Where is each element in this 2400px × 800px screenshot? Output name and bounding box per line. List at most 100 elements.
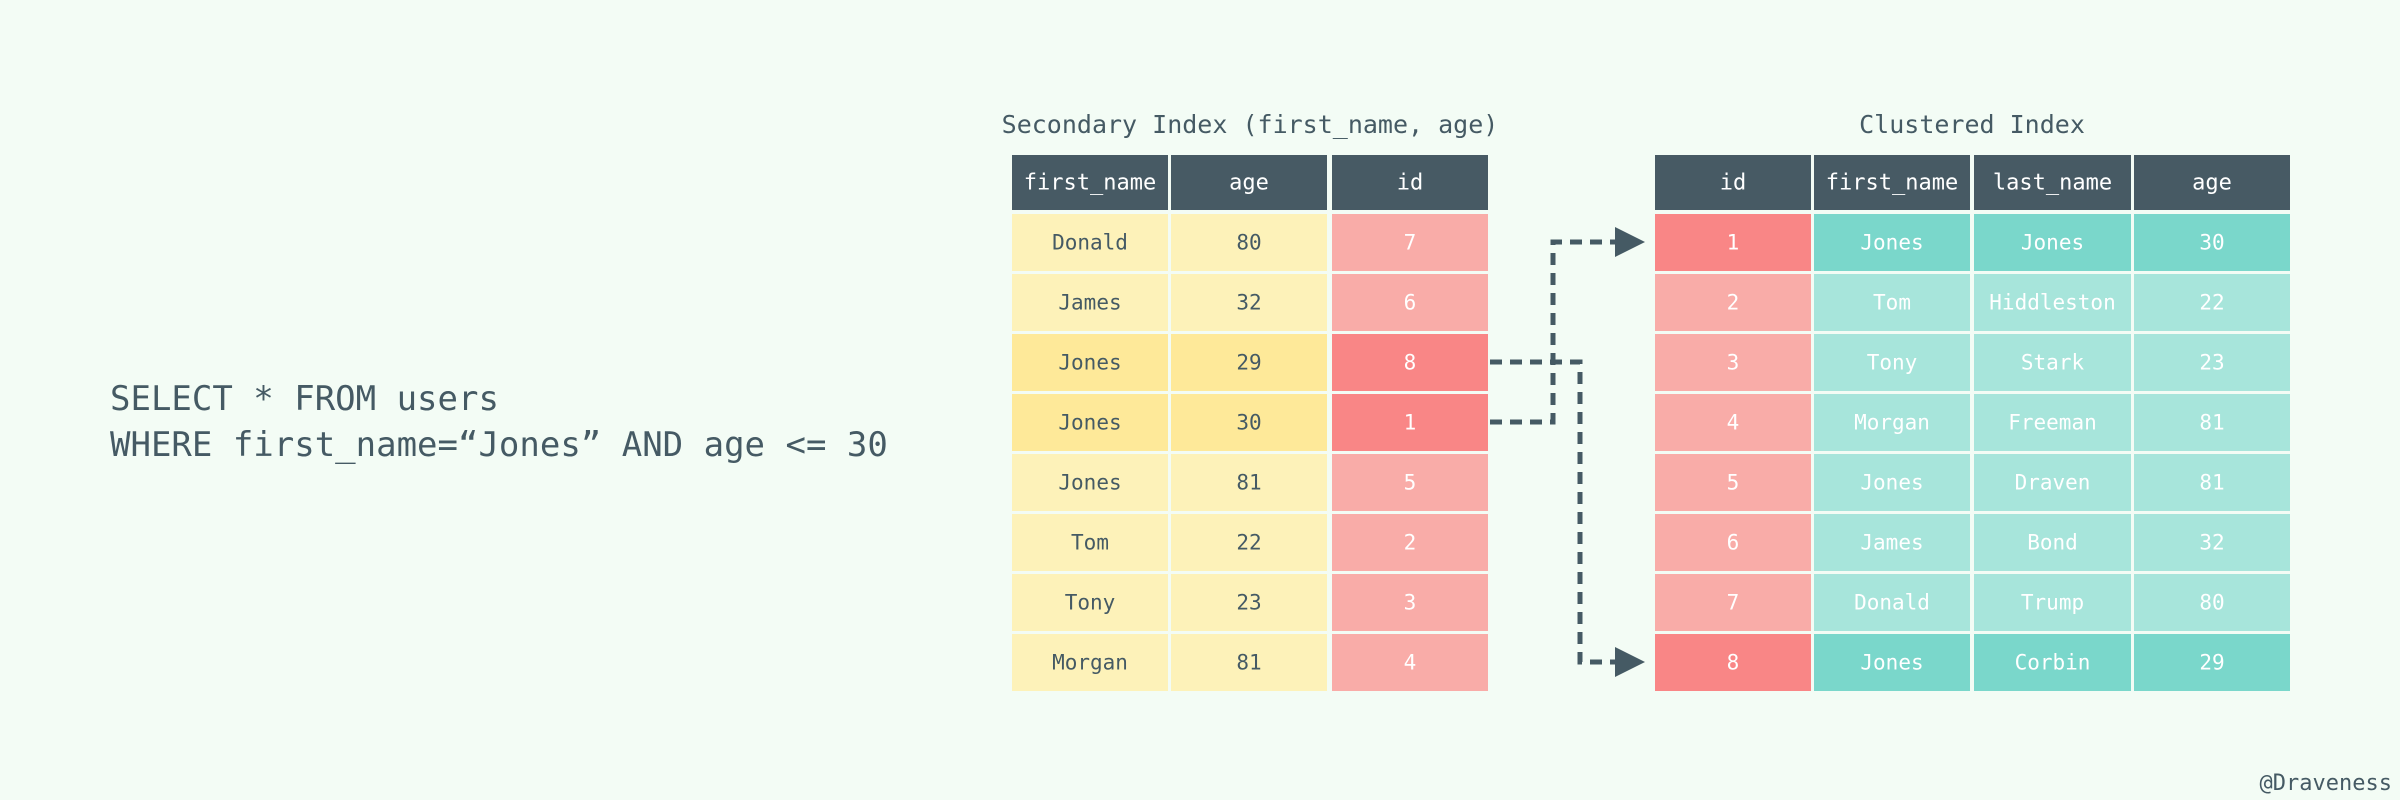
cell (1974, 514, 2131, 571)
cell (1332, 454, 1488, 511)
cell (1332, 214, 1488, 271)
cell (1171, 514, 1327, 571)
watermark: @Draveness (2260, 771, 2392, 796)
cell (2134, 634, 2290, 691)
cell-text: Jones (1860, 471, 1923, 495)
cell-text: Draven (2015, 471, 2091, 495)
cell-text: 81 (1236, 471, 1261, 495)
cell-text: 4 (1727, 411, 1740, 435)
cell (1974, 274, 2131, 331)
cell-text: 2 (1727, 291, 1740, 315)
cell (1814, 334, 1970, 391)
cell-text: 3 (1727, 351, 1740, 375)
cell-text: 81 (2199, 411, 2224, 435)
cell (1974, 394, 2131, 451)
cell (1655, 634, 1811, 691)
cell (1814, 574, 1970, 631)
cell-text: Corbin (2015, 651, 2091, 675)
cell (2134, 334, 2290, 391)
header-cell (2134, 155, 2290, 210)
cell (1332, 514, 1488, 571)
cell-text: 7 (1727, 591, 1740, 615)
cell-text: 23 (1236, 591, 1261, 615)
header-text: last_name (1993, 171, 2112, 196)
cell (1171, 454, 1327, 511)
cell-text: 80 (2199, 591, 2224, 615)
cell-text: 81 (1236, 651, 1261, 675)
header-text: age (1229, 171, 1269, 196)
cell-text: Freeman (2008, 411, 2097, 435)
cell-text: James (1860, 531, 1923, 555)
cell-text: Trump (2021, 591, 2084, 615)
cell-text: 8 (1727, 651, 1740, 675)
cell (1814, 514, 1970, 571)
cell-text: Tony (1065, 591, 1116, 615)
cell (1012, 334, 1168, 391)
cell-text: 32 (2199, 531, 2224, 555)
cell-text: 80 (1236, 231, 1261, 255)
cell (1655, 334, 1811, 391)
cell-text: 22 (1236, 531, 1261, 555)
cell (1012, 394, 1168, 451)
cell (1974, 454, 2131, 511)
cell (1012, 274, 1168, 331)
cell (2134, 394, 2290, 451)
cell (1012, 514, 1168, 571)
header-text: id (1397, 171, 1424, 196)
cell (1974, 574, 2131, 631)
header-text: first_name (1024, 171, 1156, 196)
cell (1655, 394, 1811, 451)
cell (1332, 634, 1488, 691)
cell (1012, 454, 1168, 511)
cell (1171, 634, 1327, 691)
cell-text: Jones (1058, 411, 1121, 435)
arrow (1490, 359, 1645, 677)
table-title: Secondary Index (first_name, age) (1002, 110, 1499, 139)
cell-text: James (1058, 291, 1121, 315)
table-title: Clustered Index (1859, 110, 2085, 139)
cell (1814, 274, 1970, 331)
cell (1814, 394, 1970, 451)
cell (1655, 574, 1811, 631)
cell-text: Jones (2021, 231, 2084, 255)
cell-text: 30 (1236, 411, 1261, 435)
cell (1012, 634, 1168, 691)
cell-text: Hiddleston (1989, 291, 2115, 315)
cell-text: 3 (1404, 591, 1417, 615)
header-cell (1012, 155, 1168, 210)
cell (1171, 274, 1327, 331)
cell-text: 5 (1727, 471, 1740, 495)
header-cell (1332, 155, 1488, 210)
cell-text: Stark (2021, 351, 2085, 375)
cell-text: 8 (1404, 351, 1417, 375)
cell-text: Tony (1867, 351, 1918, 375)
cell-text: Morgan (1854, 411, 1930, 435)
cell-text: Donald (1052, 231, 1128, 255)
cell (1332, 574, 1488, 631)
cell (1171, 334, 1327, 391)
cell-text: Jones (1860, 231, 1923, 255)
cell-text: Jones (1058, 471, 1121, 495)
cell (2134, 214, 2290, 271)
cell-text: Tom (1071, 531, 1109, 555)
cell-text: 7 (1404, 231, 1417, 255)
cell (2134, 574, 2290, 631)
cell-text: 29 (2199, 651, 2224, 675)
cell (1814, 214, 1970, 271)
cell (2134, 454, 2290, 511)
cell-text: 23 (2199, 351, 2224, 375)
cell-text: 29 (1236, 351, 1261, 375)
cell (1974, 634, 2131, 691)
cell (1332, 334, 1488, 391)
header-text: age (2192, 171, 2232, 196)
cell-text: 81 (2199, 471, 2224, 495)
header-cell (1814, 155, 1970, 210)
cell (2134, 514, 2290, 571)
cell (1814, 634, 1970, 691)
cell-text: 32 (1236, 291, 1261, 315)
cell-text: 1 (1404, 411, 1417, 435)
cell-text: Donald (1854, 591, 1930, 615)
cell (1655, 274, 1811, 331)
cell-text: 2 (1404, 531, 1417, 555)
